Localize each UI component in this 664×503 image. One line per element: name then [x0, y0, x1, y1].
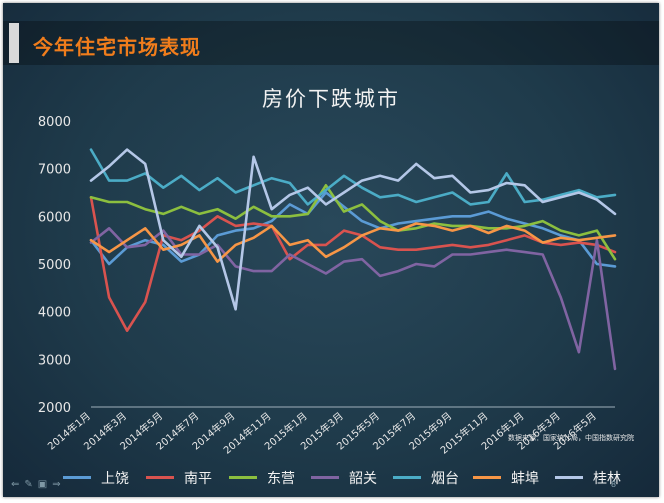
y-tick-label: 2000	[38, 401, 71, 416]
y-tick-label: 3000	[38, 353, 71, 368]
y-tick-label: 8000	[38, 115, 71, 130]
legend-swatch	[146, 476, 174, 479]
legend-label: 上饶	[101, 471, 129, 487]
y-tick-label: 7000	[38, 163, 71, 178]
title-accent-bar	[9, 23, 19, 63]
series-line-6	[89, 222, 617, 263]
series-line-1	[89, 191, 617, 268]
legend-label: 韶关	[349, 471, 377, 487]
page-number: 8	[611, 480, 617, 489]
series-line-7	[89, 148, 617, 311]
y-tick-label: 5000	[38, 258, 71, 273]
legend-swatch	[473, 476, 501, 479]
chart-legend: 上饶 南平 东营 韶关 烟台 蚌埠 桂林	[3, 468, 659, 487]
legend-label: 桂林	[593, 471, 621, 487]
chart-title: 房价下跌城市	[262, 87, 400, 111]
pencil-icon[interactable]: ✎	[24, 479, 38, 490]
legend-label: 南平	[184, 471, 212, 487]
slide: 今年住宅市场表现 房价下跌城市 2000 3000 4000 5000 6000 7000…	[3, 3, 659, 497]
legend-swatch	[311, 476, 339, 479]
legend-label: 东营	[267, 471, 295, 487]
y-tick-label: 6000	[38, 210, 71, 225]
arrow-right-icon[interactable]: ⇒	[52, 479, 66, 490]
legend-label: 烟台	[431, 471, 459, 487]
series-line-5	[89, 148, 617, 206]
series-line-4	[89, 227, 617, 371]
legend-swatch	[63, 476, 91, 479]
legend-swatch	[393, 476, 421, 479]
line-chart: 20003000400050006000700080002014年1月2014年…	[38, 115, 617, 457]
title-bar	[3, 21, 659, 65]
legend-label: 蚌埠	[511, 471, 539, 487]
slide-title: 今年住宅市场表现	[33, 35, 201, 59]
legend-swatch	[555, 476, 583, 479]
arrow-left-icon[interactable]: ⇐	[11, 479, 25, 490]
slides-icon[interactable]: ▣	[37, 479, 53, 490]
series-line-2	[89, 196, 617, 333]
series-line-3	[89, 184, 617, 261]
legend-swatch	[229, 476, 257, 479]
y-tick-label: 4000	[38, 306, 71, 321]
slide-nav: ⇐✎▣⇒	[11, 479, 66, 490]
source-note: 数据来源：国家统计局，中国指数研究院	[508, 434, 634, 442]
